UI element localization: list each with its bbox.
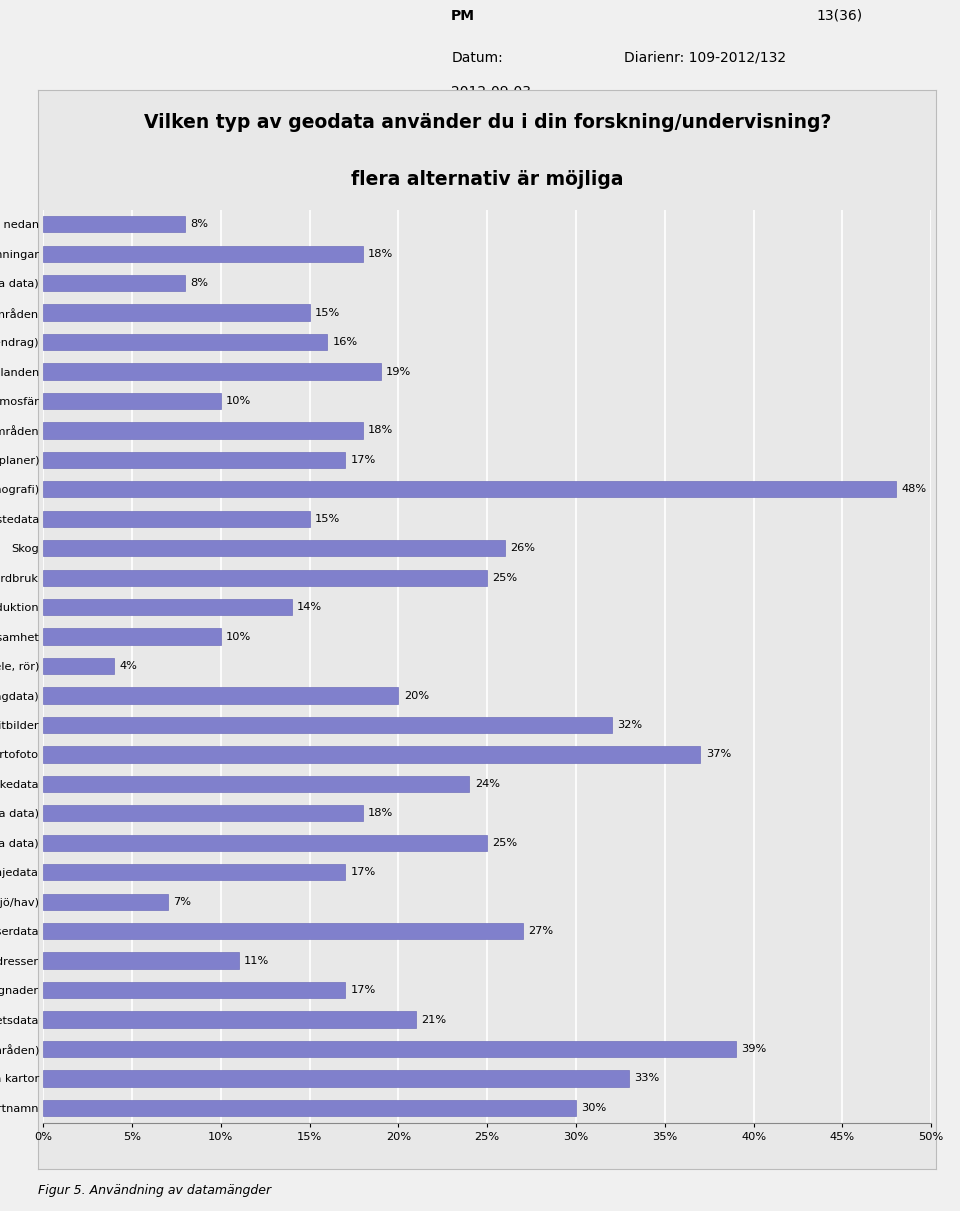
Bar <box>43 363 380 379</box>
Bar <box>43 1100 576 1117</box>
Bar <box>43 629 221 644</box>
Bar <box>43 216 185 233</box>
Bar <box>43 1041 735 1057</box>
Bar <box>43 423 363 438</box>
Bar <box>43 1011 416 1028</box>
Bar <box>43 275 185 291</box>
Bar <box>43 746 700 763</box>
Text: Datum:: Datum: <box>451 51 503 64</box>
Text: 26%: 26% <box>511 544 536 553</box>
Bar <box>43 481 896 498</box>
Text: 32%: 32% <box>617 721 642 730</box>
Bar <box>43 953 238 969</box>
Bar <box>43 894 167 909</box>
Text: 21%: 21% <box>421 1015 446 1025</box>
Text: 14%: 14% <box>298 602 323 612</box>
Text: 10%: 10% <box>227 396 252 406</box>
Text: 17%: 17% <box>350 985 375 995</box>
Text: 18%: 18% <box>369 808 394 819</box>
Text: Diarienr: 109-2012/132: Diarienr: 109-2012/132 <box>624 51 786 64</box>
Text: 16%: 16% <box>333 337 358 348</box>
Bar <box>43 834 487 851</box>
Bar <box>43 334 327 350</box>
Bar <box>43 540 505 556</box>
Bar <box>43 805 363 821</box>
Text: 25%: 25% <box>492 573 517 582</box>
Text: 15%: 15% <box>315 513 340 524</box>
Text: 15%: 15% <box>315 308 340 317</box>
Text: 48%: 48% <box>901 484 926 494</box>
Bar <box>43 599 292 615</box>
Text: Vilken typ av geodata använder du i din forskning/undervisning?: Vilken typ av geodata använder du i din … <box>143 113 831 132</box>
Text: flera alternativ är möjliga: flera alternativ är möjliga <box>351 170 623 189</box>
Text: 19%: 19% <box>386 367 411 377</box>
Text: 25%: 25% <box>492 838 517 848</box>
Text: 30%: 30% <box>582 1103 607 1113</box>
Text: 2012-09-03: 2012-09-03 <box>451 86 531 99</box>
Bar <box>43 1071 630 1086</box>
Text: 39%: 39% <box>741 1044 766 1054</box>
Text: 10%: 10% <box>227 632 252 642</box>
Text: 24%: 24% <box>475 779 500 788</box>
Text: 37%: 37% <box>706 750 731 759</box>
Text: 17%: 17% <box>350 455 375 465</box>
Text: 13(36): 13(36) <box>816 8 862 23</box>
Text: PM: PM <box>451 8 475 23</box>
Bar <box>43 658 114 675</box>
Bar <box>43 452 345 467</box>
Text: 33%: 33% <box>635 1073 660 1084</box>
Text: 7%: 7% <box>173 896 191 907</box>
Text: 4%: 4% <box>120 661 137 671</box>
Bar <box>43 392 221 409</box>
Text: 8%: 8% <box>191 219 208 229</box>
Text: 11%: 11% <box>244 955 269 965</box>
Text: 20%: 20% <box>404 690 429 700</box>
Bar <box>43 569 487 586</box>
Text: Figur 5. Användning av datamängder: Figur 5. Användning av datamängder <box>38 1184 272 1196</box>
Bar <box>43 688 398 704</box>
Text: 8%: 8% <box>191 279 208 288</box>
Bar <box>43 923 522 940</box>
Text: 17%: 17% <box>350 867 375 877</box>
Bar <box>43 982 345 998</box>
Bar <box>43 304 309 321</box>
Bar <box>43 246 363 262</box>
Text: 27%: 27% <box>528 926 553 936</box>
Bar <box>43 776 469 792</box>
Text: 18%: 18% <box>369 425 394 436</box>
Bar <box>43 511 309 527</box>
Bar <box>43 865 345 880</box>
Bar <box>43 717 612 733</box>
Text: 18%: 18% <box>369 248 394 259</box>
